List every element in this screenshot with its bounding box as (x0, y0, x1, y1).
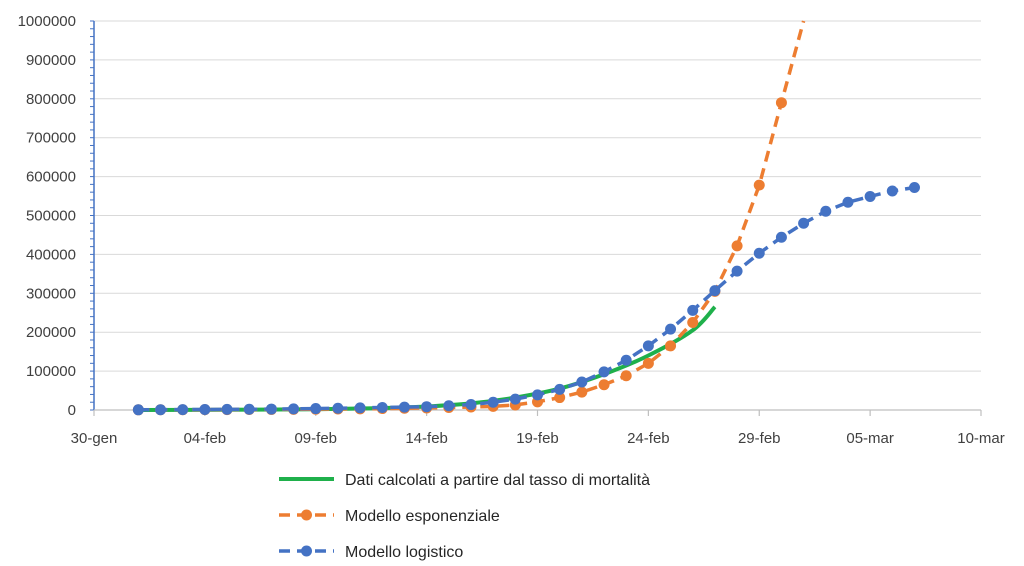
data-point (598, 366, 610, 378)
data-point (177, 404, 189, 416)
data-point (332, 402, 344, 414)
data-point (465, 399, 477, 411)
data-point (908, 181, 920, 193)
data-point (598, 379, 610, 391)
data-point (554, 392, 566, 404)
data-point (288, 403, 300, 415)
data-point (132, 404, 144, 416)
data-point (243, 403, 255, 415)
y-tick-label: 900000 (26, 52, 76, 69)
legend-label: Modello logistico (345, 544, 463, 561)
x-tick-label: 14-feb (405, 430, 448, 447)
data-point (709, 285, 721, 297)
legend-label: Dati calcolati a partire dal tasso di mo… (345, 472, 650, 489)
y-tick-label: 500000 (26, 208, 76, 225)
data-point (820, 205, 832, 217)
x-tick-label: 09-feb (294, 430, 337, 447)
data-point (398, 401, 410, 413)
data-point (731, 240, 743, 252)
series-1 (132, 20, 806, 416)
data-point (376, 401, 388, 413)
data-point (798, 217, 810, 229)
legend-marker (301, 545, 312, 557)
data-point (576, 376, 588, 388)
x-tick-label: 04-feb (184, 430, 227, 447)
data-point (886, 185, 898, 197)
y-tick-label: 700000 (26, 130, 76, 147)
data-point (532, 389, 543, 401)
data-point (310, 403, 322, 415)
y-tick-label: 400000 (26, 246, 76, 263)
data-point (687, 316, 699, 328)
data-point (642, 357, 654, 369)
axes: 0 100000 200000 300000 400000 500000 600000 700… (18, 13, 1005, 447)
x-tick-label: 24-feb (627, 430, 670, 447)
y-tick-label: 100000 (26, 363, 76, 380)
gridlines (94, 20, 981, 372)
series-line (138, 185, 915, 412)
data-point (731, 265, 743, 277)
data-point (665, 340, 677, 352)
x-tick-label: 30-gen (71, 430, 118, 447)
x-tick-label: 10-mar (957, 430, 1005, 447)
data-point (775, 231, 787, 243)
legend-marker (301, 509, 312, 521)
data-point (221, 403, 233, 415)
data-point (443, 400, 455, 412)
data-point (842, 196, 854, 208)
data-point (642, 340, 654, 352)
data-point (421, 401, 433, 413)
data-point (509, 393, 521, 405)
data-point (155, 404, 167, 416)
data-point (620, 354, 632, 366)
legend-item: Modello esponenziale (279, 508, 500, 525)
legend-label: Modello esponenziale (345, 508, 500, 525)
data-point (354, 402, 366, 414)
legend-item: Dati calcolati a partire dal tasso di mo… (279, 472, 650, 489)
y-tick-label: 200000 (26, 324, 76, 341)
data-point (265, 403, 277, 415)
data-point (199, 404, 211, 416)
data-point (753, 247, 765, 259)
series-2 (132, 181, 920, 416)
data-point (864, 190, 876, 202)
series-layer (132, 20, 920, 416)
y-tick-label: 600000 (26, 169, 76, 186)
data-point (753, 179, 765, 191)
data-point (487, 396, 499, 408)
data-point (665, 323, 677, 335)
x-tick-label: 29-feb (738, 430, 781, 447)
y-tick-label: 300000 (26, 285, 76, 302)
data-point (687, 304, 699, 316)
y-tick-label: 0 (68, 402, 76, 419)
data-point (576, 386, 588, 398)
y-tick-label: 800000 (26, 91, 76, 108)
y-tick-label: 1000000 (18, 13, 76, 30)
legend: Dati calcolati a partire dal tasso di mo… (279, 472, 650, 561)
x-tick-label: 19-feb (516, 430, 559, 447)
legend-item: Modello logistico (279, 544, 463, 561)
data-point (775, 97, 787, 109)
x-tick-label: 05-mar (846, 430, 894, 447)
data-point (554, 383, 566, 395)
data-point (620, 370, 632, 382)
